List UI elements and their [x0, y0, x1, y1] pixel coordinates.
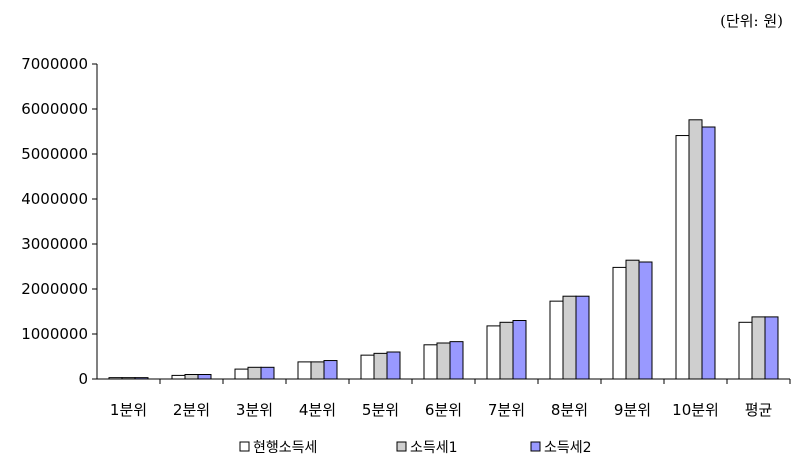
bar-3 [197, 374, 212, 380]
bar-1 [108, 377, 123, 380]
x-category-label: 4분위 [299, 401, 336, 419]
bar-3 [323, 360, 338, 380]
bar-3 [386, 351, 401, 380]
x-category-label: 3분위 [236, 401, 273, 419]
x-category-label: 8분위 [551, 401, 588, 419]
bar-1 [171, 374, 186, 380]
bar-2 [436, 342, 451, 380]
y-tick-label: 7000000 [21, 55, 88, 73]
bar-1 [612, 266, 627, 380]
x-category-label: 10분위 [672, 401, 719, 419]
bar-1 [423, 344, 438, 380]
y-tick-label: 2000000 [21, 280, 88, 298]
y-axis: 0 1000000 2000000 3000000 4000000 5000000 6000… [21, 55, 98, 388]
bars [108, 119, 779, 380]
bar-1 [486, 325, 501, 380]
bar-3 [512, 320, 527, 380]
bar-2 [247, 366, 262, 380]
y-tick-label: 0 [78, 370, 88, 388]
bar-2 [499, 321, 514, 380]
bar-2 [625, 259, 640, 380]
bar-2 [562, 295, 577, 380]
bar-3 [638, 261, 653, 380]
bar-2 [751, 316, 766, 380]
bar-3 [260, 366, 275, 380]
bar-1 [549, 300, 564, 380]
bar-1 [738, 321, 753, 380]
legend-label: 현행소득세 [253, 440, 317, 456]
y-tick-label: 5000000 [21, 145, 88, 163]
bar-2 [121, 377, 136, 380]
bar-1 [234, 368, 249, 380]
x-category-label: 2분위 [173, 401, 210, 419]
x-category-label: 5분위 [362, 401, 399, 419]
x-category-label: 평균 [745, 401, 773, 419]
y-tick-label: 3000000 [21, 235, 88, 253]
bar-3 [575, 295, 590, 380]
x-category-label: 6분위 [425, 401, 462, 419]
bar-2 [688, 119, 703, 380]
x-axis: 1분위 2분위 3분위 4분위 5분위 6분위 7분위 8분위 9분위 10분위 평균 [97, 378, 791, 419]
y-tick-label: 1000000 [21, 325, 88, 343]
bar-3 [134, 377, 149, 380]
bar-1 [360, 354, 375, 380]
x-category-label: 9분위 [614, 401, 651, 419]
x-category-label: 7분위 [488, 401, 525, 419]
bar-2 [184, 374, 199, 380]
x-category-label: 1분위 [110, 401, 147, 419]
bar-1 [675, 135, 690, 380]
legend-swatch [530, 441, 541, 452]
y-tick-label: 6000000 [21, 100, 88, 118]
legend-swatch [396, 441, 407, 452]
legend: 현행소득세 소득세1 소득세2 [239, 440, 592, 456]
bar-2 [373, 352, 388, 380]
bar-3 [701, 126, 716, 380]
unit-note: (단위: 원) [720, 12, 783, 30]
y-tick-label: 4000000 [21, 190, 88, 208]
bar-3 [764, 316, 779, 380]
legend-label: 소득세1 [410, 440, 458, 456]
legend-label: 소득세2 [544, 440, 592, 456]
bar-3 [449, 341, 464, 380]
bar-1 [297, 361, 312, 380]
legend-swatch [239, 441, 250, 452]
bar-2 [310, 361, 325, 380]
